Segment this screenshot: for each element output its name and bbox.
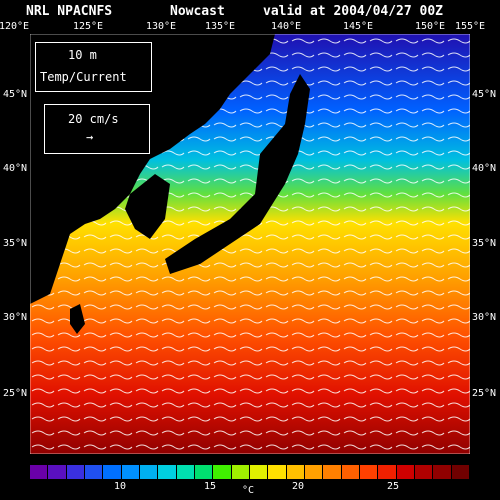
color-scale-tick: 20	[291, 481, 305, 492]
color-scale-segment	[30, 465, 48, 479]
model-name: NRL NPACNFS	[26, 4, 113, 19]
color-scale-segment	[286, 465, 304, 479]
color-scale-unit: °C	[242, 485, 255, 496]
latitude-label: 30°N	[3, 312, 28, 323]
color-scale-segment	[341, 465, 359, 479]
longitude-label: 125°E	[72, 21, 104, 32]
field-label: Temp/Current	[40, 70, 127, 84]
longitude-label: 140°E	[270, 21, 302, 32]
color-scale-segment	[250, 465, 268, 479]
color-scale-segment	[231, 465, 249, 479]
longitude-label: 155°E	[454, 21, 486, 32]
latitude-label: 25°N	[472, 388, 497, 399]
legend-box-depth	[35, 42, 152, 92]
color-scale-segment	[323, 465, 341, 479]
korea-peninsula	[125, 174, 170, 239]
latitude-label: 35°N	[3, 238, 28, 249]
color-scale-bar	[30, 465, 470, 479]
color-scale-tick: 15	[203, 481, 217, 492]
color-scale-segment	[176, 465, 194, 479]
color-scale-segment	[433, 465, 451, 479]
latitude-label: 40°N	[472, 163, 497, 174]
color-scale-segment	[195, 465, 213, 479]
depth-label: 10 m	[68, 48, 97, 62]
map-panel	[30, 34, 470, 454]
longitude-label: 120°E	[0, 21, 30, 32]
latitude-label: 40°N	[3, 163, 28, 174]
color-scale-segment	[396, 465, 414, 479]
color-scale-segment	[451, 465, 469, 479]
color-scale-segment	[268, 465, 286, 479]
speed-scale-arrow-icon: →	[86, 130, 94, 144]
latitude-label: 35°N	[472, 238, 497, 249]
longitude-label: 135°E	[204, 21, 236, 32]
longitude-label: 130°E	[145, 21, 177, 32]
legend-box-speed	[44, 104, 150, 154]
latitude-label: 45°N	[3, 89, 28, 100]
color-scale-segment	[360, 465, 378, 479]
color-scale-segment	[378, 465, 396, 479]
color-scale-segment	[48, 465, 66, 479]
color-scale-segment	[415, 465, 433, 479]
speed-scale-label: 20 cm/s	[68, 112, 119, 126]
color-scale-segment	[140, 465, 158, 479]
color-scale-segment	[121, 465, 139, 479]
color-scale-segment	[158, 465, 176, 479]
color-scale-segment	[66, 465, 84, 479]
color-scale-tick: 25	[386, 481, 400, 492]
taiwan-island	[70, 304, 85, 334]
latitude-label: 25°N	[3, 388, 28, 399]
color-scale-segment	[305, 465, 323, 479]
longitude-label: 150°E	[414, 21, 446, 32]
japan-islands	[165, 74, 310, 274]
asia-landmass	[30, 34, 275, 304]
color-scale-segment	[213, 465, 231, 479]
color-scale-tick: 10	[113, 481, 127, 492]
color-scale-segment	[103, 465, 121, 479]
longitude-label: 145°E	[342, 21, 374, 32]
forecast-type: Nowcast	[170, 4, 225, 19]
color-scale-segment	[85, 465, 103, 479]
valid-time: valid at 2004/04/27 00Z	[263, 4, 444, 19]
latitude-label: 45°N	[472, 89, 497, 100]
latitude-label: 30°N	[472, 312, 497, 323]
